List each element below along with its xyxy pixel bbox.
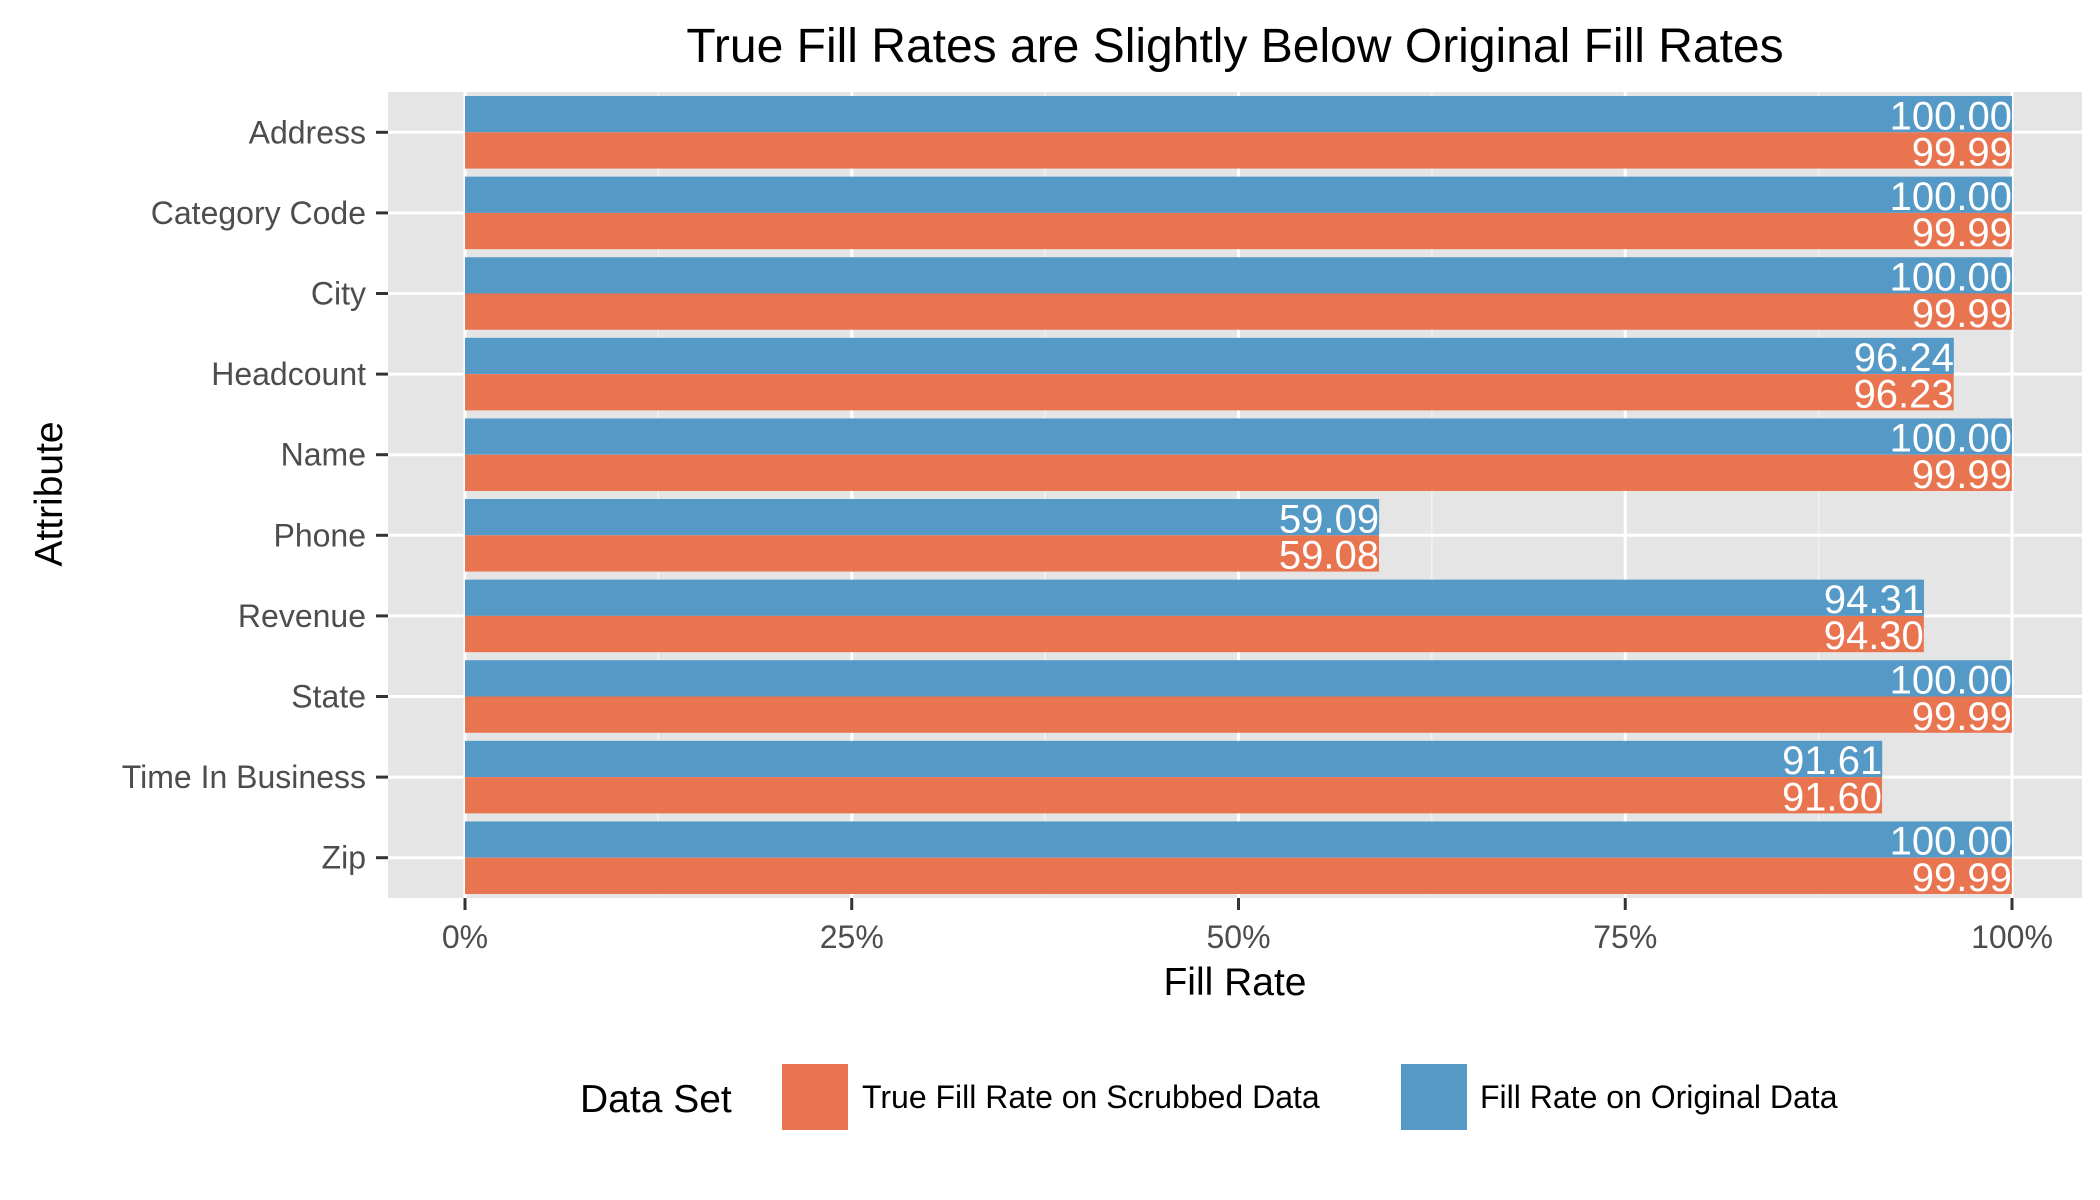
- y-tick-label-headcount: Headcount: [211, 356, 366, 392]
- bar-headcount-scrubbed: [465, 374, 1954, 411]
- y-tick-label-name: Name: [281, 437, 366, 473]
- bar-label-time-in-business-original: 91.61: [1782, 739, 1882, 783]
- bar-category-code-original: [465, 176, 2012, 213]
- x-axis-title: Fill Rate: [1163, 961, 1306, 1004]
- x-axis: 0% 25% 50% 75% 100%: [442, 898, 2053, 955]
- y-tick-label-category-code: Category Code: [151, 195, 366, 231]
- bar-label-revenue-scrubbed: 94.30: [1824, 614, 1924, 658]
- bar-name-scrubbed: [465, 454, 2012, 491]
- bar-label-name-original: 100.00: [1890, 417, 2012, 461]
- bar-time-in-business-scrubbed: [465, 777, 1883, 814]
- bar-label-city-scrubbed: 99.99: [1912, 292, 2012, 336]
- bar-label-revenue-original: 94.31: [1824, 578, 1924, 622]
- bar-label-state-scrubbed: 99.99: [1912, 695, 2012, 739]
- bar-label-phone-scrubbed: 59.08: [1279, 534, 1379, 578]
- x-tick-label: 0%: [442, 919, 488, 955]
- bar-city-original: [465, 257, 2012, 294]
- bar-address-original: [465, 96, 2012, 133]
- y-tick-label-state: State: [291, 679, 366, 715]
- bar-labels: 100.0099.99100.0099.99100.0099.9996.2496…: [1279, 94, 2012, 900]
- bar-label-headcount-scrubbed: 96.23: [1854, 372, 1954, 416]
- bar-label-zip-scrubbed: 99.99: [1912, 856, 2012, 900]
- bar-state-original: [465, 660, 2012, 697]
- legend-label-original: Fill Rate on Original Data: [1480, 1079, 1838, 1115]
- y-tick-label-time-in-business: Time In Business: [122, 759, 366, 795]
- x-tick-label: 100%: [1971, 919, 2053, 955]
- bar-label-time-in-business-scrubbed: 91.60: [1782, 775, 1882, 819]
- bar-state-scrubbed: [465, 696, 2012, 733]
- y-axis-title: Attribute: [28, 421, 71, 566]
- legend-swatch-scrubbed: [782, 1064, 848, 1130]
- bar-zip-scrubbed: [465, 857, 2012, 894]
- bar-label-city-original: 100.00: [1890, 256, 2012, 300]
- chart-title: True Fill Rates are Slightly Below Origi…: [686, 20, 1783, 73]
- x-tick-label: 75%: [1593, 919, 1657, 955]
- bar-label-address-original: 100.00: [1890, 94, 2012, 138]
- bar-zip-original: [465, 821, 2012, 858]
- bar-phone-scrubbed: [465, 535, 1379, 572]
- bar-label-phone-original: 59.09: [1279, 497, 1379, 541]
- y-tick-label-address: Address: [249, 114, 366, 150]
- bar-label-name-scrubbed: 99.99: [1912, 453, 2012, 497]
- bar-label-state-original: 100.00: [1890, 659, 2012, 703]
- bar-label-headcount-original: 96.24: [1854, 336, 1954, 380]
- legend: Data Set True Fill Rate on Scrubbed Data…: [580, 1064, 1838, 1130]
- x-tick-label: 50%: [1206, 919, 1270, 955]
- y-tick-label-zip: Zip: [322, 840, 366, 876]
- y-tick-label-revenue: Revenue: [238, 598, 366, 634]
- x-tick-label: 25%: [820, 919, 884, 955]
- bar-address-scrubbed: [465, 132, 2012, 169]
- bar-city-scrubbed: [465, 293, 2012, 330]
- y-tick-label-phone: Phone: [273, 517, 366, 553]
- legend-swatch-original: [1401, 1064, 1467, 1130]
- bar-label-category-code-scrubbed: 99.99: [1912, 211, 2012, 255]
- bar-category-code-scrubbed: [465, 212, 2012, 250]
- bar-name-original: [465, 418, 2012, 455]
- legend-label-scrubbed: True Fill Rate on Scrubbed Data: [862, 1079, 1320, 1115]
- bar-revenue-scrubbed: [465, 615, 1924, 653]
- bar-label-address-scrubbed: 99.99: [1912, 131, 2012, 175]
- legend-title: Data Set: [580, 1078, 732, 1121]
- y-tick-label-city: City: [311, 276, 366, 312]
- bar-headcount-original: [465, 337, 1954, 375]
- bar-time-in-business-original: [465, 740, 1883, 778]
- bar-revenue-original: [465, 579, 1924, 616]
- bar-phone-original: [465, 499, 1380, 536]
- bars: [465, 96, 2012, 894]
- bar-label-zip-original: 100.00: [1890, 820, 2012, 864]
- y-axis: Address Category Code City Headcount Name Pho…: [122, 114, 388, 876]
- bar-label-category-code-original: 100.00: [1890, 175, 2012, 219]
